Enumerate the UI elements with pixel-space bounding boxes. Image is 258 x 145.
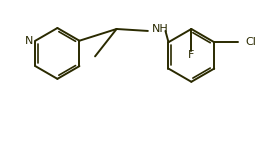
Text: Cl: Cl <box>246 37 256 47</box>
Text: NH: NH <box>152 24 168 34</box>
Text: N: N <box>25 36 34 46</box>
Text: F: F <box>188 50 195 60</box>
